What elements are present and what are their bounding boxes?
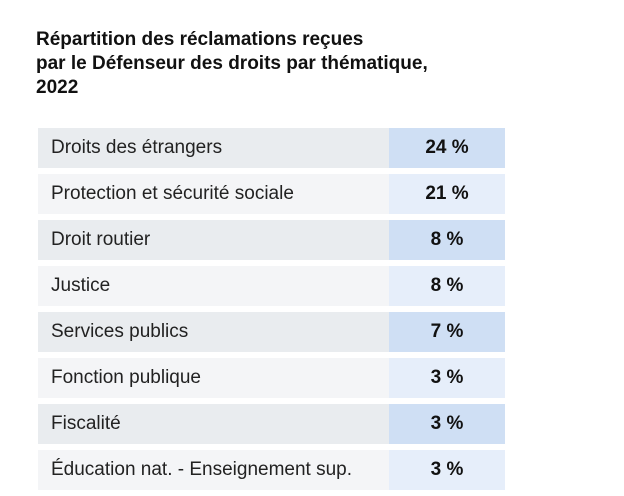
row-label: Droit routier [38, 220, 389, 260]
table-row: Éducation nat. - Enseignement sup. 3 % [38, 450, 505, 490]
title-line-1: Répartition des réclamations reçues [36, 29, 364, 50]
row-label: Éducation nat. - Enseignement sup. [38, 450, 389, 490]
table-title: Répartition des réclamations reçues par … [36, 28, 556, 100]
table-row: Justice 8 % [38, 266, 505, 306]
row-value: 24 % [389, 128, 505, 168]
row-value: 21 % [389, 174, 505, 214]
table-row: Services publics 7 % [38, 312, 505, 352]
row-value: 3 % [389, 404, 505, 444]
row-label: Fonction publique [38, 358, 389, 398]
row-value: 3 % [389, 450, 505, 490]
thematic-table: Droits des étrangers 24 % Protection et … [38, 128, 505, 496]
table-row: Fonction publique 3 % [38, 358, 505, 398]
row-label: Protection et sécurité sociale [38, 174, 389, 214]
row-value: 7 % [389, 312, 505, 352]
row-value: 8 % [389, 266, 505, 306]
row-value: 8 % [389, 220, 505, 260]
title-line-2: par le Défenseur des droits par thématiq… [36, 53, 428, 74]
table-row: Droits des étrangers 24 % [38, 128, 505, 168]
row-label: Droits des étrangers [38, 128, 389, 168]
row-label: Fiscalité [38, 404, 389, 444]
table-row: Droit routier 8 % [38, 220, 505, 260]
row-label: Services publics [38, 312, 389, 352]
table-row: Fiscalité 3 % [38, 404, 505, 444]
row-label: Justice [38, 266, 389, 306]
title-line-3: 2022 [36, 77, 79, 98]
table-row: Protection et sécurité sociale 21 % [38, 174, 505, 214]
row-value: 3 % [389, 358, 505, 398]
